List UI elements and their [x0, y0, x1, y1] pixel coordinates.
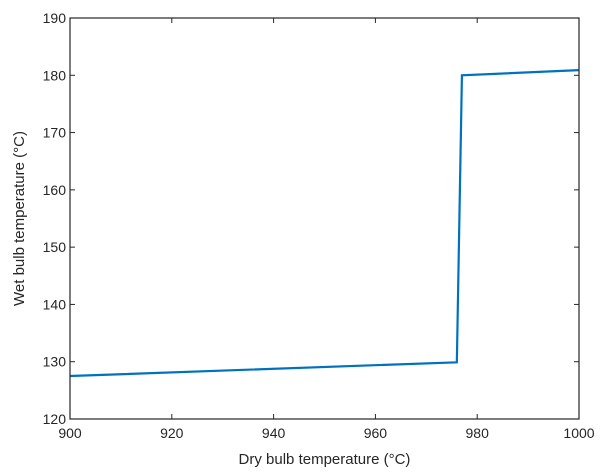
x-tick-label: 980 — [466, 425, 490, 441]
y-tick-label: 130 — [43, 354, 67, 370]
x-axis-label: Dry bulb temperature (°C) — [239, 451, 411, 468]
x-tick-label: 1000 — [563, 425, 594, 441]
y-tick-label: 140 — [43, 296, 67, 312]
x-tick-label: 920 — [160, 425, 184, 441]
x-tick-label: 960 — [364, 425, 388, 441]
x-tick-label: 900 — [58, 425, 82, 441]
y-tick-label: 160 — [43, 182, 67, 198]
y-tick-label: 170 — [43, 125, 67, 141]
y-tick-label: 150 — [43, 239, 67, 255]
data-line — [69, 69, 580, 378]
y-tick-label: 180 — [43, 67, 67, 83]
y-tick-label: 190 — [43, 10, 67, 26]
plot-box — [69, 17, 580, 420]
x-tick-label: 940 — [262, 425, 286, 441]
y-axis-label: Wet bulb temperature (°C) — [11, 131, 28, 306]
y-tick-label: 120 — [43, 411, 67, 427]
